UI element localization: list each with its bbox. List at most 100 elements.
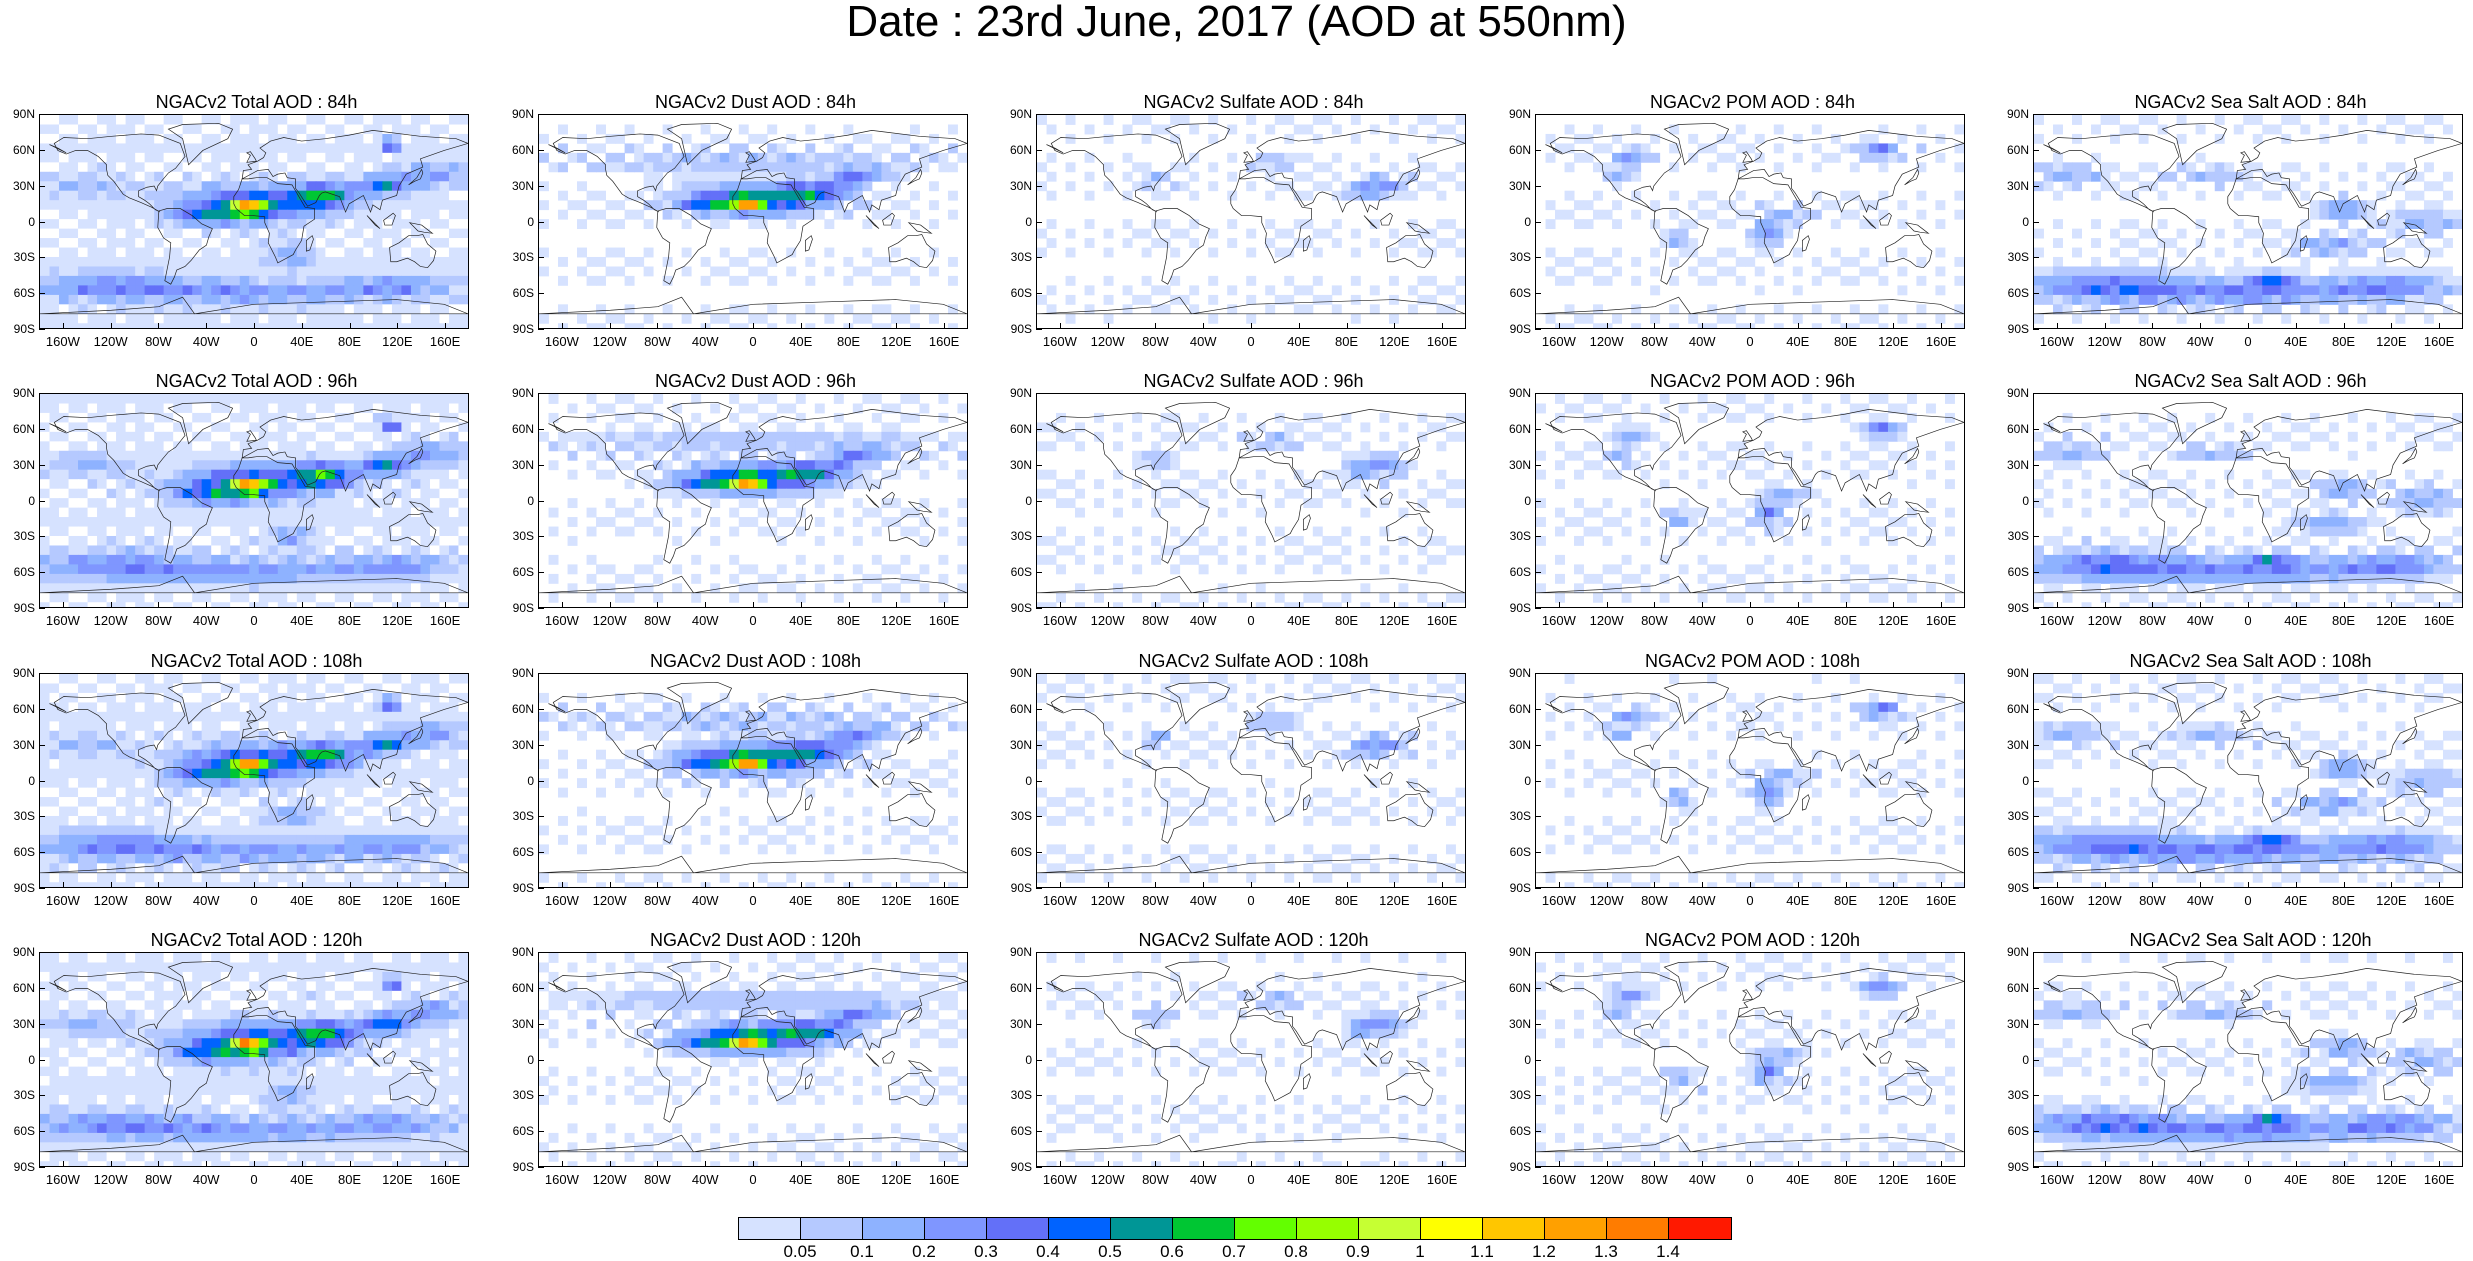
aod-cell xyxy=(2063,172,2073,182)
aod-cell xyxy=(306,555,316,565)
aod-cell xyxy=(2224,162,2234,172)
aod-cell xyxy=(1945,527,1955,537)
aod-cell xyxy=(183,181,193,191)
aod-cell xyxy=(297,413,307,423)
aod-cell xyxy=(2281,432,2291,442)
aod-cell xyxy=(268,498,278,508)
aod-cell xyxy=(701,200,711,210)
aod-cell xyxy=(164,191,174,201)
aod-cell xyxy=(2424,276,2434,286)
aod-cell xyxy=(458,219,468,229)
aod-cell xyxy=(786,210,796,220)
aod-cell xyxy=(316,115,326,125)
aod-cell xyxy=(268,285,278,295)
aod-cell xyxy=(900,153,910,163)
aod-cell xyxy=(1774,143,1784,153)
aod-cell xyxy=(154,153,164,163)
aod-cell xyxy=(1698,574,1708,584)
aod-cell xyxy=(1945,593,1955,603)
aod-cell xyxy=(796,508,806,518)
aod-cell xyxy=(1755,200,1765,210)
aod-cell xyxy=(50,191,60,201)
aod-cell xyxy=(1237,413,1247,423)
aod-cell xyxy=(2443,191,2453,201)
aod-cell xyxy=(1360,441,1370,451)
aod-cell xyxy=(50,536,60,546)
aod-cell xyxy=(2120,422,2130,432)
aod-cell xyxy=(843,162,853,172)
aod-cell xyxy=(278,583,288,593)
aod-cell xyxy=(1850,451,1860,461)
aod-cell xyxy=(59,451,69,461)
aod-cell xyxy=(126,219,136,229)
aod-cell xyxy=(202,545,212,555)
latitude-label: 60S xyxy=(1006,566,1032,578)
aod-cell xyxy=(88,276,98,286)
aod-cell xyxy=(1275,162,1285,172)
aod-cell xyxy=(1726,314,1736,324)
aod-cell xyxy=(249,460,259,470)
map-area xyxy=(2033,393,2463,608)
aod-cell xyxy=(382,422,392,432)
aod-cell xyxy=(644,432,654,442)
aod-cell xyxy=(69,115,79,125)
aod-cell xyxy=(2262,219,2272,229)
aod-cell xyxy=(268,266,278,276)
aod-cell xyxy=(777,489,787,499)
aod-cell xyxy=(1037,555,1047,565)
aod-cell xyxy=(278,323,288,328)
longitude-tick xyxy=(753,323,754,329)
aod-cell xyxy=(211,470,221,480)
aod-cell xyxy=(1584,441,1594,451)
aod-cell xyxy=(1802,394,1812,404)
aod-cell xyxy=(2063,181,2073,191)
aod-cell xyxy=(88,115,98,125)
aod-cell xyxy=(1417,479,1427,489)
aod-cell xyxy=(2433,210,2443,220)
aod-cell xyxy=(78,602,88,607)
aod-cell xyxy=(1897,583,1907,593)
aod-cell xyxy=(1916,191,1926,201)
aod-cell xyxy=(2167,432,2177,442)
aod-cell xyxy=(2110,229,2120,239)
aod-cell xyxy=(2395,276,2405,286)
aod-cell xyxy=(230,248,240,258)
aod-cell xyxy=(1878,413,1888,423)
aod-cell xyxy=(1897,314,1907,324)
aod-cell xyxy=(306,304,316,314)
aod-cell xyxy=(2319,229,2329,239)
aod-cell xyxy=(1935,153,1945,163)
longitude-tick xyxy=(158,602,159,608)
aod-cell xyxy=(192,210,202,220)
aod-cell xyxy=(1555,527,1565,537)
aod-cell xyxy=(862,162,872,172)
aod-cell xyxy=(767,125,777,135)
aod-cell xyxy=(2082,172,2092,182)
aod-cell xyxy=(615,314,625,324)
aod-cell xyxy=(164,602,174,607)
aod-cell xyxy=(1351,479,1361,489)
aod-cell xyxy=(1170,162,1180,172)
aod-cell xyxy=(164,498,174,508)
aod-cell xyxy=(449,574,459,584)
aod-cell xyxy=(439,219,449,229)
aod-cell xyxy=(1859,134,1869,144)
aod-cell xyxy=(439,276,449,286)
aod-cell xyxy=(2215,248,2225,258)
aod-cell xyxy=(919,153,929,163)
aod-cell xyxy=(1897,404,1907,414)
aod-cell xyxy=(183,191,193,201)
aod-cell xyxy=(392,134,402,144)
aod-cell xyxy=(192,125,202,135)
aod-cell xyxy=(596,432,606,442)
aod-cell xyxy=(910,323,920,328)
aod-cell xyxy=(843,451,853,461)
aod-cell xyxy=(1840,394,1850,404)
aod-cell xyxy=(862,266,872,276)
aod-cell xyxy=(1726,394,1736,404)
aod-cell xyxy=(287,266,297,276)
aod-cell xyxy=(539,314,549,324)
aod-cell xyxy=(420,555,430,565)
aod-cell xyxy=(1094,432,1104,442)
